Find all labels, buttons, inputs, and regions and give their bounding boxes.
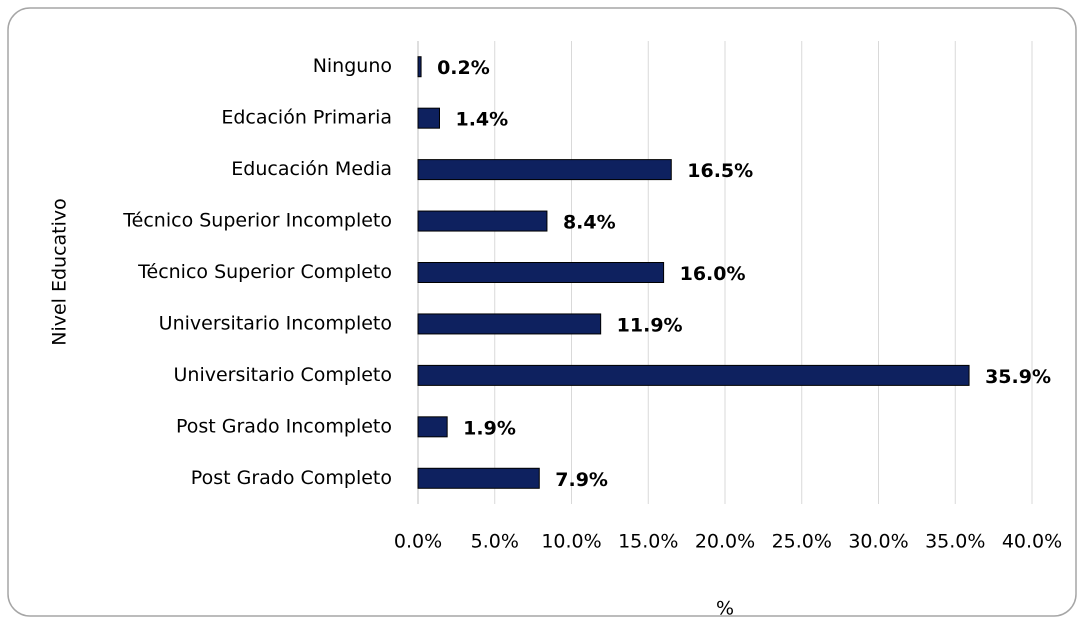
value-label: 11.9% [617,314,683,336]
x-tick-label: 15.0% [618,531,678,553]
bar [417,364,970,386]
x-tick-label: 0.0% [394,531,442,553]
value-label: 7.9% [555,469,608,491]
value-label: 16.0% [680,263,746,285]
bar [417,210,548,232]
y-tick-label: Técnico Superior Incompleto [122,210,392,232]
value-label: 1.9% [463,417,516,439]
value-label: 16.5% [687,160,753,182]
bar [417,159,672,181]
value-label: 35.9% [985,366,1051,388]
y-tick-label: Edcación Primaria [221,107,392,129]
y-tick-label: Técnico Superior Completo [137,261,392,283]
value-label: 8.4% [563,212,616,234]
bar [417,107,440,129]
bar [417,262,665,283]
bar [417,467,540,489]
y-tick-label: Universitario Incompleto [159,312,392,334]
x-axis-title: % [716,598,734,620]
x-tick-label: 10.0% [541,531,601,553]
value-label: 1.4% [455,109,508,131]
x-tick-label: 25.0% [772,531,832,553]
y-tick-label: Educación Media [231,158,392,180]
value-label: 0.2% [437,57,490,79]
x-tick-label: 40.0% [1002,531,1062,553]
y-tick-label: Post Grado Completo [191,467,392,489]
bar [417,416,448,438]
bar [417,313,602,335]
x-tick-label: 35.0% [925,531,985,553]
x-tick-label: 30.0% [848,531,908,553]
bar [417,56,422,78]
y-tick-label: Universitario Completo [174,364,393,386]
chart-frame [7,7,1077,617]
x-tick-label: 5.0% [471,531,519,553]
y-axis-title: Nivel Educativo [49,198,71,346]
y-tick-label: Ninguno [313,55,392,77]
x-tick-label: 20.0% [695,531,755,553]
y-tick-label: Post Grado Incompleto [176,415,392,437]
